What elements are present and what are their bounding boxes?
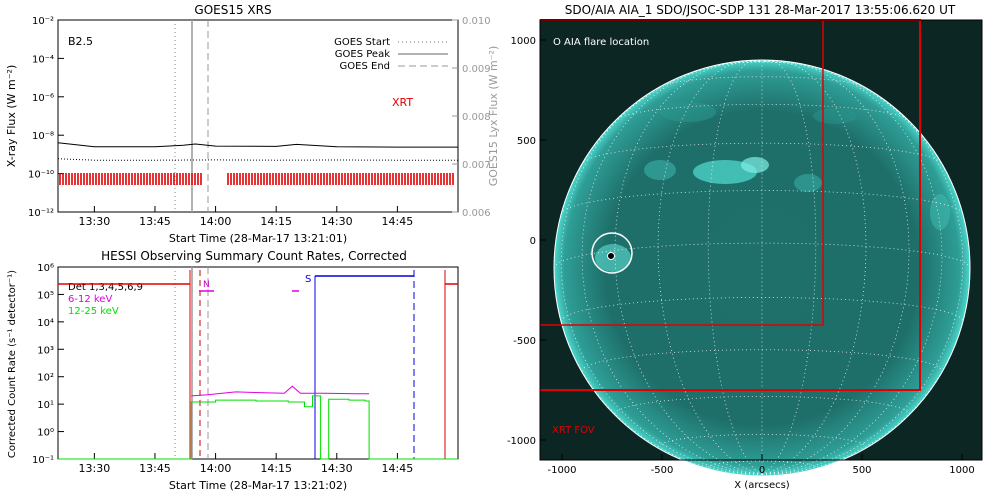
hessi-ylabel: Corrected Count Rate (s⁻¹ detector⁻¹) [7,270,18,458]
goes-x-tick-label: 13:45 [139,215,171,228]
aia-x-tick-label: 1000 [949,465,974,476]
latitude-line [581,349,943,372]
aia-x-axis: -1000 -500 0 500 1000 [547,454,975,476]
goes-right-tick-label: 0.008 [462,112,491,123]
goes-left-tick-label: 10⁻⁴ [32,54,54,65]
goes-ylabel-right: GOES15 Lyx Flux (W m⁻²) [487,46,500,187]
hessi-y-tick-label: 10⁰ [37,428,54,439]
flare-location-label: O AIA flare location [553,37,649,48]
hessi-y-tick-label: 10¹ [37,400,54,411]
hessi-xlabel: Start Time (28-Mar-17 13:21:02) [169,479,347,492]
goes-class-label: B2.5 [68,35,93,48]
hessi-x-tick-label: 14:30 [321,462,353,475]
hessi-y-tick-label: 10⁻¹ [32,455,54,466]
hessi-flag-s: S [305,274,311,285]
aia-panel: SDO/AIA AIA_1 SDO/JSOC-SDP 131 28-Mar-20… [507,3,983,491]
longitude-line [554,61,763,475]
aia-xlabel: X (arcsecs) [734,480,790,491]
aia-y-tick-label: -1000 [507,436,536,447]
goes-left-tick-label: 10⁻¹² [28,208,54,219]
goes-long-channel-line [57,142,458,148]
goes-xrt-coverage [59,173,454,185]
aia-y-axis: 1000 500 0 -500 -1000 [507,36,546,447]
hessi-panel: HESSI Observing Summary Count Rates, Cor… [7,249,459,492]
hessi-6-12kev-line [191,385,370,397]
hessi-x-tick-label: 14:00 [200,462,232,475]
goes-right-axis: 0.010 0.009 0.008 0.007 0.006 [452,16,491,219]
goes-x-tick-label: 14:00 [200,215,232,228]
heliographic-grid [554,60,970,475]
flare-location-marker [607,252,615,260]
solar-limb [553,59,971,477]
goes-title: GOES15 XRS [194,3,271,17]
hessi-y-tick-label: 10² [37,373,54,384]
goes-left-tick-label: 10⁻¹⁰ [28,170,54,181]
aia-x-tick-label: 0 [759,465,765,476]
hessi-y-axis: 10⁶ 10⁵ 10⁴ 10³ 10² 10¹ 10⁰ 10⁻¹ [32,263,64,466]
hessi-12-25kev-line [58,395,458,460]
aia-x-tick-label: 500 [852,465,871,476]
aia-x-tick-label: -1000 [547,465,576,476]
goes-ylabel-left: X-ray Flux (W m⁻²) [5,65,18,167]
goes-xrt-label: XRT [392,96,413,109]
hessi-plot-frame [57,266,459,460]
legend-12-25kev: 12-25 keV [68,306,119,317]
hessi-y-tick-label: 10⁵ [37,290,54,301]
legend-goes-peak: GOES Peak [335,49,390,60]
goes-left-tick-label: 10⁻² [32,16,54,27]
hessi-title: HESSI Observing Summary Count Rates, Cor… [101,249,407,263]
goes-right-tick-label: 0.010 [462,16,491,27]
longitude-line [761,60,817,475]
hessi-x-tick-label: 14:45 [382,462,414,475]
aia-y-tick-label: 1000 [511,36,536,47]
goes-legend: GOES Start GOES Peak GOES End [334,37,448,72]
hessi-x-tick-label: 14:15 [260,462,292,475]
aia-x-tick-label: -500 [651,465,674,476]
goes-x-tick-label: 14:45 [382,215,414,228]
aia-y-tick-label: 0 [530,236,536,247]
goes-x-tick-label: 14:15 [260,215,292,228]
xrt-fov-label: XRT FOV [552,425,595,436]
legend-goes-end: GOES End [340,61,390,72]
flare-location-circle [591,232,633,274]
aia-y-tick-label: -500 [513,336,536,347]
goes-left-tick-label: 10⁻⁸ [32,131,54,142]
aia-y-tick-label: 500 [517,136,536,147]
latitude-line [554,242,970,269]
goes-left-tick-label: 10⁻⁶ [32,93,54,104]
longitude-line [707,60,763,475]
goes-right-tick-label: 0.006 [462,208,491,219]
goes-left-axis: 10⁻² 10⁻⁴ 10⁻⁶ 10⁻⁸ 10⁻¹⁰ 10⁻¹² [28,16,64,219]
hessi-x-tick-label: 13:45 [139,462,171,475]
goes-panel: GOES15 XRS 10⁻² 10⁻⁴ 10⁻⁶ 10⁻⁸ 10⁻¹⁰ 10⁻¹² 0.… [5,3,500,245]
goes-xlabel: Start Time (28-Mar-17 13:21:01) [169,232,347,245]
hessi-x-axis: 13:30 13:45 14:00 14:15 14:30 14:45 [79,453,414,475]
longitude-line [761,61,970,475]
goes-right-tick-label: 0.007 [462,160,491,171]
hessi-y-tick-label: 10⁴ [37,318,54,329]
hessi-flag-n: N [203,280,210,290]
hessi-y-tick-label: 10⁶ [37,263,54,274]
legend-goes-start: GOES Start [334,37,390,48]
goes-short-channel-line [57,158,458,161]
aia-title: SDO/AIA AIA_1 SDO/JSOC-SDP 131 28-Mar-20… [565,3,956,17]
latitude-line [707,460,817,468]
goes-right-tick-label: 0.009 [462,64,491,75]
hessi-y-tick-label: 10³ [37,345,54,356]
hessi-x-tick-label: 13:30 [79,462,111,475]
legend-detectors: Det 1,3,4,5,6,9 [68,282,143,293]
goes-x-tick-label: 13:30 [79,215,111,228]
latitude-line [657,76,867,90]
goes-x-axis: 13:30 13:45 14:00 14:15 14:30 14:45 [79,206,414,228]
goes-x-tick-label: 14:30 [321,215,353,228]
legend-6-12kev: 6-12 keV [68,294,112,305]
latitude-line [657,433,867,447]
